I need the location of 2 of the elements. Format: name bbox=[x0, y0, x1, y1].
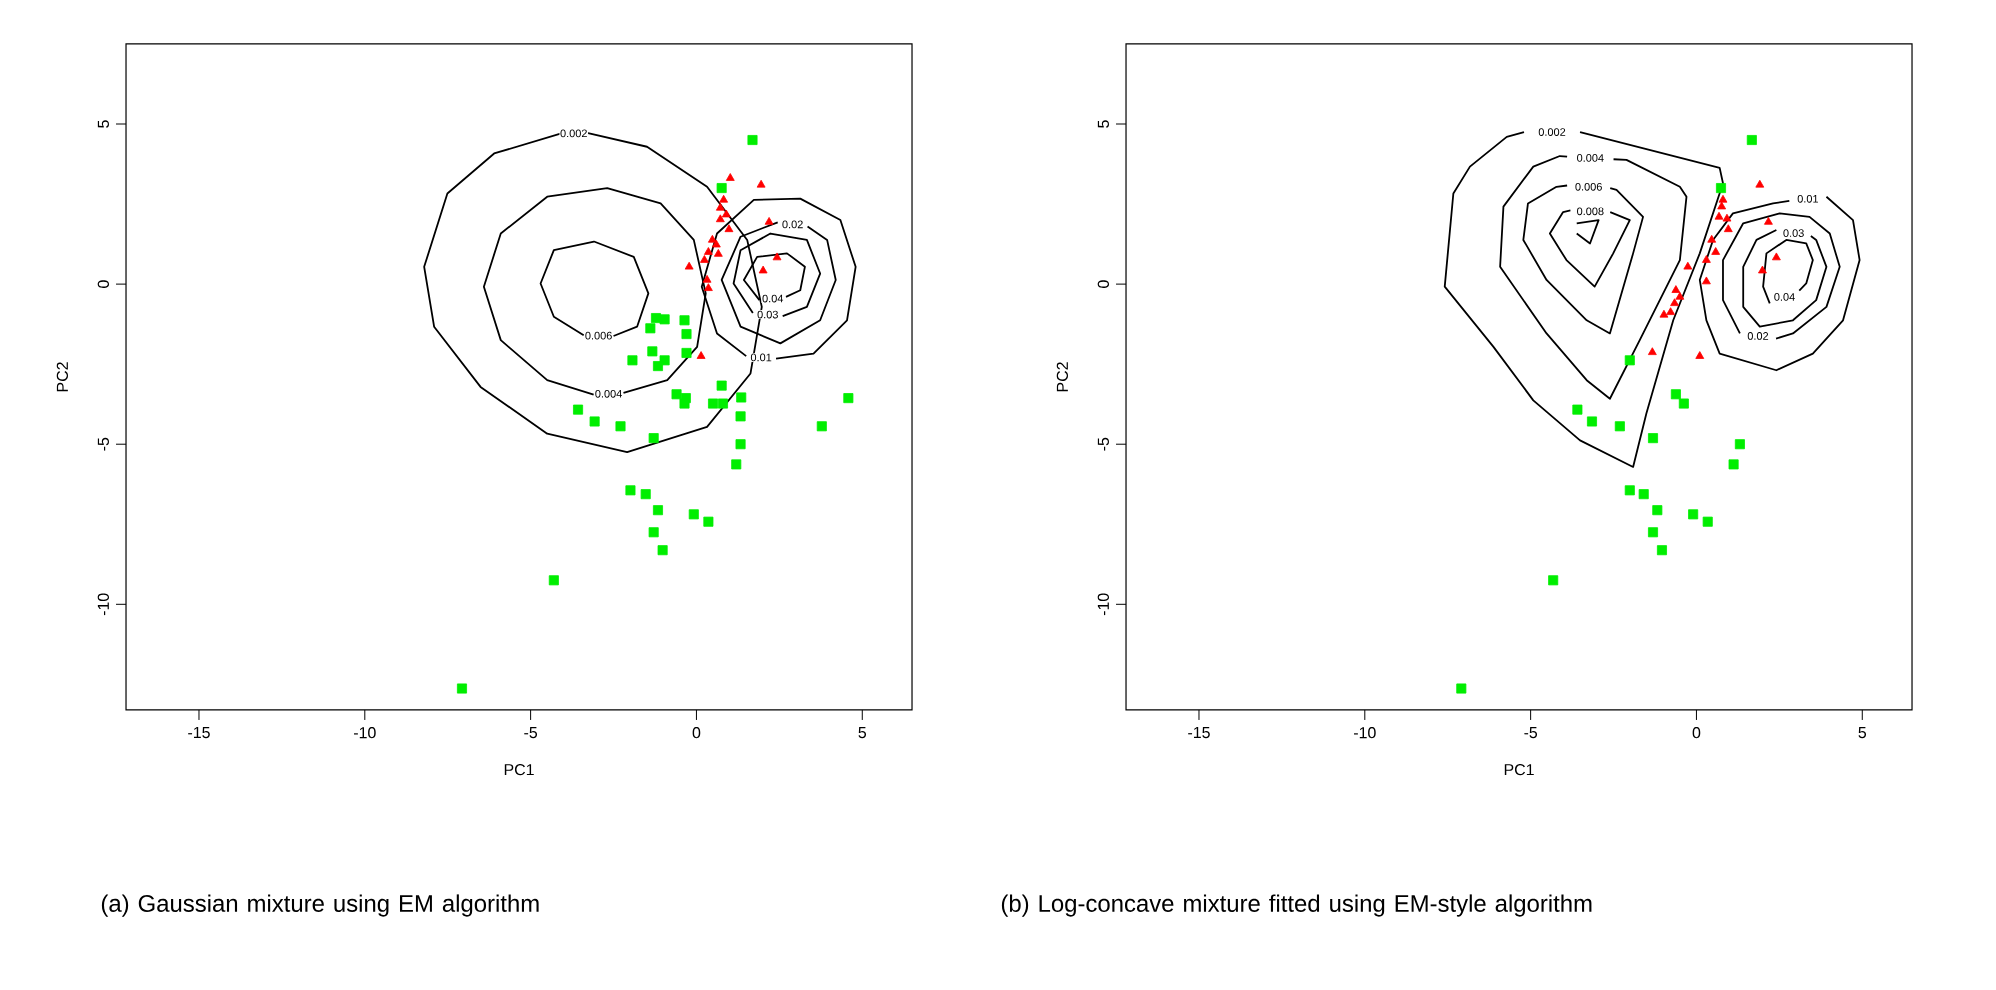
text: (b) Log-concave mixture fitted using EM-style algorithm bbox=[1001, 894, 1592, 917]
text: (a) Gaussian mixture using EM algorithm bbox=[101, 894, 539, 917]
